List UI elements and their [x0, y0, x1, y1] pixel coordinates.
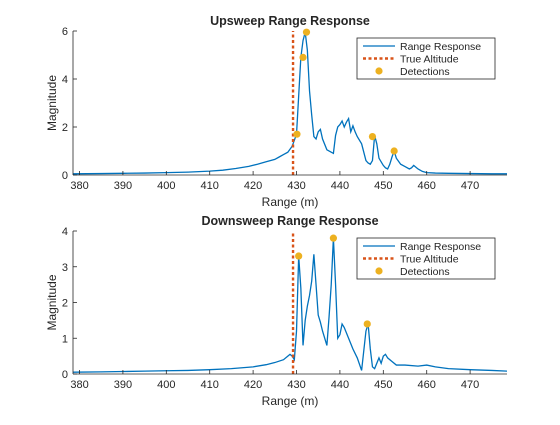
upsweep-y-tick-label: 4: [62, 74, 68, 86]
downsweep-x-tick-label: 410: [201, 379, 219, 391]
upsweep-x-tick-label: 400: [157, 180, 175, 192]
downsweep-x-tick-label: 470: [461, 379, 479, 391]
upsweep-x-tick-label: 390: [114, 180, 132, 192]
downsweep-x-tick-label: 420: [244, 379, 262, 391]
upsweep-detection-point: [299, 53, 307, 62]
upsweep-x-tick-label: 440: [331, 180, 349, 192]
upsweep-detection-point: [293, 130, 301, 138]
downsweep-y-tick-label: 4: [62, 226, 68, 238]
downsweep-y-tick-label: 3: [62, 262, 68, 274]
upsweep-detection-point: [390, 147, 398, 155]
upsweep-title: Upsweep Range Response: [210, 14, 370, 28]
downsweep-detection-point: [329, 234, 337, 242]
upsweep-x-tick-label: 430: [287, 180, 305, 192]
downsweep-y-tick-label: 1: [62, 333, 68, 345]
upsweep-x-tick-label: 460: [418, 180, 436, 192]
downsweep-y-tick-label: 0: [62, 369, 68, 381]
upsweep-x-tick-label: 470: [461, 180, 479, 192]
upsweep-legend-label: Detections: [400, 66, 450, 78]
downsweep-x-tick-label: 430: [287, 379, 305, 391]
upsweep-y-tick-label: 2: [62, 122, 68, 134]
upsweep-legend-label: True Altitude: [400, 53, 459, 65]
upsweep-detection-point: [302, 28, 311, 36]
downsweep-legend-label: Range Response: [400, 241, 481, 253]
downsweep-y-axis-label: Magnitude: [45, 274, 59, 330]
upsweep-plot-area: [73, 31, 507, 175]
upsweep-y-axis-label: Magnitude: [45, 75, 59, 131]
upsweep-x-tick-label: 380: [70, 180, 88, 192]
upsweep-y-tick-label: 6: [62, 26, 68, 38]
upsweep-x-tick-label: 450: [374, 180, 392, 192]
downsweep-y-tick-label: 2: [62, 298, 68, 310]
downsweep-x-tick-label: 380: [70, 379, 88, 391]
upsweep-legend-symbol-detections: [375, 67, 383, 75]
downsweep-detection-point: [295, 252, 303, 260]
downsweep-legend-label: Detections: [400, 266, 450, 278]
downsweep-x-axis-label: Range (m): [262, 394, 319, 408]
downsweep-title: Downsweep Range Response: [201, 214, 378, 228]
upsweep-legend-label: Range Response: [400, 41, 481, 53]
downsweep-x-tick-label: 440: [331, 379, 349, 391]
upsweep-range-response-line: [73, 32, 507, 175]
downsweep-x-tick-label: 460: [418, 379, 436, 391]
downsweep-x-tick-label: 400: [157, 379, 175, 391]
upsweep-x-axis-label: Range (m): [262, 195, 319, 209]
downsweep-detection-point: [363, 320, 371, 328]
upsweep-x-tick-label: 420: [244, 180, 262, 192]
upsweep-detection-point: [368, 133, 377, 141]
downsweep-x-tick-label: 390: [114, 379, 132, 391]
upsweep-y-tick-label: 0: [62, 170, 68, 182]
downsweep-plot-area: [73, 231, 507, 374]
upsweep-x-tick-label: 410: [201, 180, 219, 192]
downsweep-x-tick-label: 450: [374, 379, 392, 391]
downsweep-legend-label: True Altitude: [400, 253, 459, 265]
downsweep-legend-symbol-detections: [375, 267, 383, 275]
downsweep-range-response-line: [73, 238, 507, 373]
